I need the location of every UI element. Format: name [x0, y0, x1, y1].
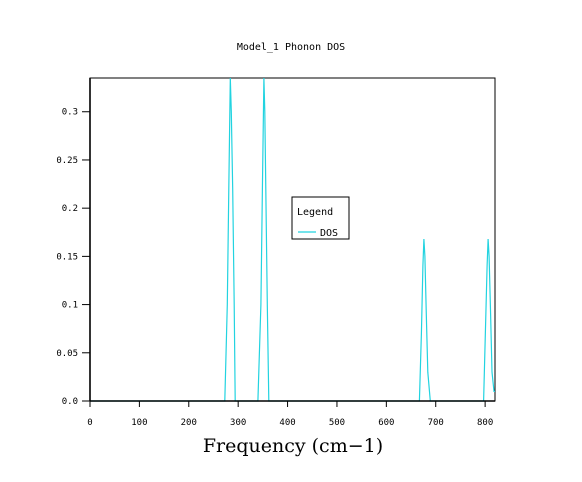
y-axis: 0.0 0.05 0.1 0.15 0.2 0.25 0.3: [56, 78, 91, 407]
y-tick-label: 0.15: [56, 252, 78, 262]
x-tick-label: 700: [428, 418, 444, 428]
x-tick-label: 800: [477, 418, 493, 428]
chart-title: Model_1 Phonon DOS: [237, 42, 345, 53]
y-tick-label: 0.1: [62, 301, 78, 311]
x-tick-label: 500: [329, 418, 345, 428]
x-tick-label: 600: [378, 418, 394, 428]
y-tick-label: 0.25: [56, 156, 78, 166]
y-tick-label: 0.05: [56, 349, 78, 359]
legend-series-label: DOS: [320, 228, 338, 239]
x-tick-label: 0: [87, 418, 92, 428]
y-tick-label: 0.0: [62, 397, 78, 407]
x-axis: 0 100 200 300 400 500 600 700 800: [87, 400, 495, 428]
x-tick-label: 200: [181, 418, 197, 428]
y-tick-label: 0.3: [62, 108, 78, 118]
x-tick-label: 300: [230, 418, 246, 428]
x-tick-label: 400: [279, 418, 295, 428]
y-tick-label: 0.2: [62, 204, 78, 214]
x-axis-label: Frequency (cm−1): [203, 435, 383, 457]
legend-title: Legend: [297, 207, 333, 218]
legend[interactable]: Legend DOS: [291, 196, 350, 240]
x-tick-label: 100: [131, 418, 147, 428]
